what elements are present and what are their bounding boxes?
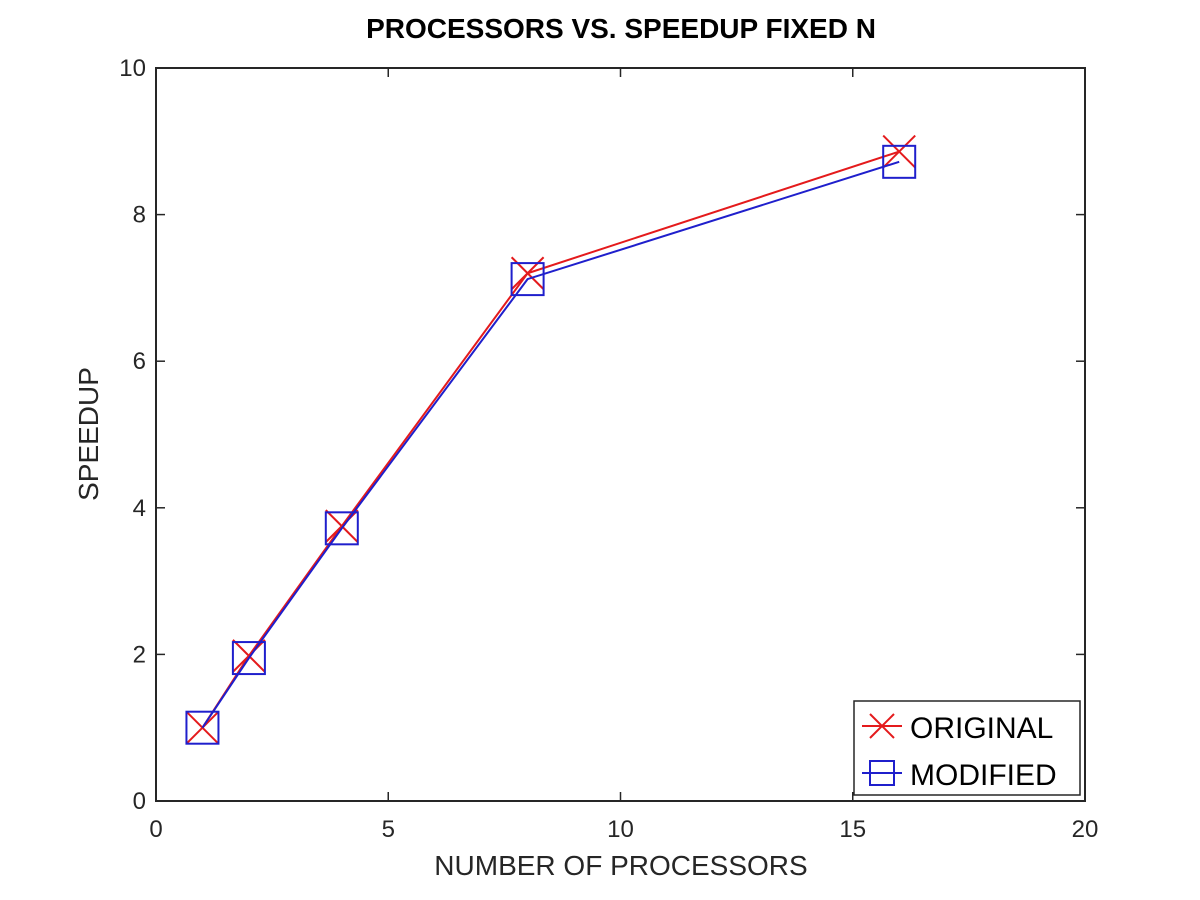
series-line — [201, 160, 900, 729]
legend-swatch-modified — [862, 760, 902, 786]
y-tick-label: 0 — [133, 788, 146, 815]
legend-label-modified: MODIFIED — [910, 759, 1057, 792]
square-marker — [882, 144, 917, 179]
square-marker — [231, 641, 266, 676]
chart-title: PROCESSORS VS. SPEEDUP FIXED N — [366, 13, 876, 44]
square-marker — [185, 710, 220, 745]
y-tick-label: 6 — [133, 348, 146, 375]
y-tick-label: 2 — [133, 641, 146, 668]
legend-entries — [862, 713, 902, 786]
series-layer — [185, 134, 917, 745]
legend-swatch-original — [862, 713, 902, 739]
legend: ORIGINAL MODIFIED — [853, 700, 1081, 796]
legend-label-original: ORIGINAL — [910, 712, 1053, 745]
square-marker — [324, 511, 359, 546]
plot-frame — [155, 67, 1086, 802]
square-marker — [510, 262, 545, 297]
x-tick-label: 20 — [1072, 816, 1099, 843]
plot-area — [156, 68, 1085, 801]
x-axis-label: NUMBER OF PROCESSORS — [434, 850, 807, 881]
y-tick-label: 10 — [119, 55, 146, 82]
square-marker — [869, 760, 895, 786]
x-marker — [882, 134, 916, 169]
x-tick-label: 5 — [382, 816, 395, 843]
x-marker — [869, 713, 895, 739]
series-modified — [185, 144, 917, 745]
y-tick-label: 4 — [133, 495, 146, 522]
x-tick-label: 10 — [607, 816, 634, 843]
x-tick-label: 0 — [149, 816, 162, 843]
y-axis-label: SPEEDUP — [73, 367, 104, 501]
x-tick-label: 15 — [839, 816, 866, 843]
y-tick-label: 8 — [133, 202, 146, 229]
x-marker — [232, 639, 266, 673]
